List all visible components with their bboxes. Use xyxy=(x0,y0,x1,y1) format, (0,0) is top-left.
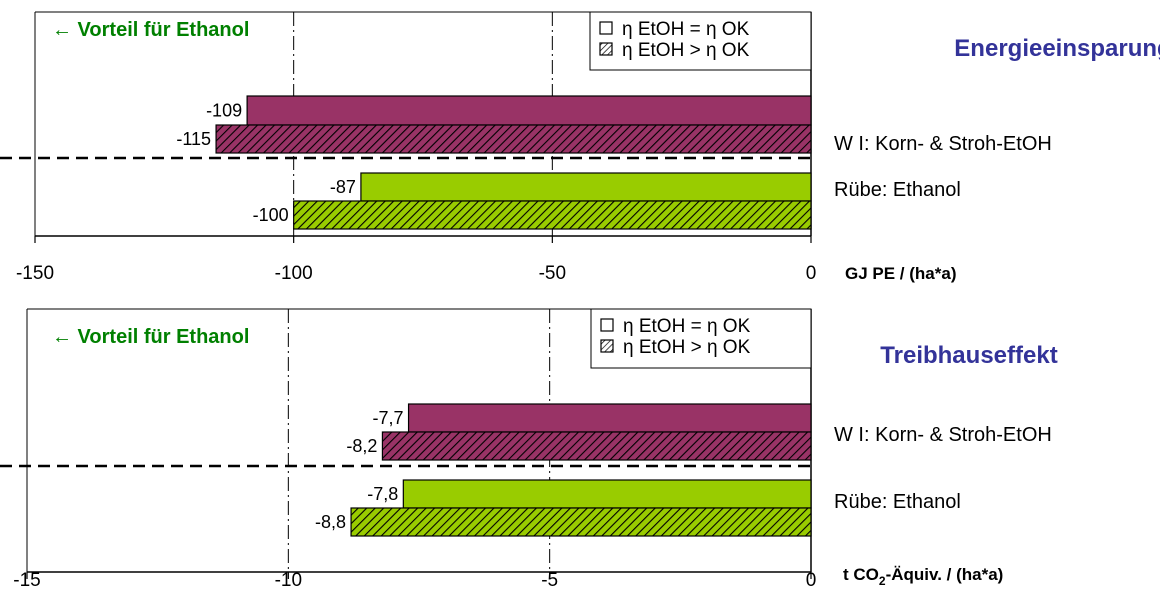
category-label: Rübe: Ethanol xyxy=(834,179,961,201)
bar xyxy=(215,124,812,154)
category-label: W I: Korn- & Stroh-EtOH xyxy=(834,133,1052,155)
data-label-bg xyxy=(369,405,407,431)
data-label: -100 xyxy=(253,205,289,225)
chart-panel-2: -15 -10 -5 0 -7,7 -8,2 W I: Korn- & Stroh-EtOH… xyxy=(0,308,1058,590)
bar xyxy=(293,200,812,230)
bar xyxy=(360,172,812,202)
legend-box xyxy=(589,11,812,71)
x-axis-unit-label: GJ PE / (ha*a) xyxy=(845,264,956,283)
chart-title: Energieeinsparung xyxy=(954,35,1160,62)
legend-swatch-plain xyxy=(600,318,614,332)
bar xyxy=(246,95,812,126)
legend-label-plain: η EtOH = η OK xyxy=(623,316,751,337)
data-label-bg xyxy=(249,202,292,228)
x-tick-label: 0 xyxy=(806,570,817,590)
data-label: -8,8 xyxy=(315,512,346,532)
data-label: -87 xyxy=(330,177,356,197)
legend-swatch-hatched xyxy=(599,42,613,56)
data-label: -109 xyxy=(206,101,242,121)
data-label-bg xyxy=(312,509,350,535)
x-tick-label: -10 xyxy=(275,570,302,590)
bar xyxy=(381,431,812,461)
legend-label-hatched: η EtOH > η OK xyxy=(623,337,751,358)
legend-box xyxy=(590,308,812,369)
data-label: -8,2 xyxy=(346,436,377,456)
x-tick-label: -15 xyxy=(13,570,40,590)
x-tick-label: 0 xyxy=(806,263,817,284)
data-label-bg xyxy=(343,433,381,459)
category-label: W I: Korn- & Stroh-EtOH xyxy=(834,424,1052,446)
data-label: -115 xyxy=(176,129,211,149)
bar xyxy=(402,479,812,509)
x-axis-unit-label: t CO2-Äquiv. / (ha*a) xyxy=(843,565,1003,588)
chart-title: Treibhauseffekt xyxy=(880,342,1057,369)
data-label-bg xyxy=(173,126,215,152)
chart-panel-1: -150 -100 -50 0 -109 -115 W I: Korn- & Stroh-E… xyxy=(0,11,1160,284)
legend-label-hatched: η EtOH > η OK xyxy=(622,40,750,61)
x-tick-label: -150 xyxy=(16,263,54,284)
unit-part: t CO xyxy=(843,565,879,584)
legend-label-plain: η EtOH = η OK xyxy=(622,19,750,40)
data-label-bg xyxy=(326,174,359,200)
legend-swatch-hatched xyxy=(600,339,614,353)
category-label: Rübe: Ethanol xyxy=(834,491,961,513)
data-label: -7,7 xyxy=(373,408,404,428)
advantage-annotation: ← Vorteil für Ethanol xyxy=(52,19,249,41)
bar xyxy=(407,403,812,433)
data-label-bg xyxy=(203,97,246,124)
advantage-annotation: ← Vorteil für Ethanol xyxy=(52,326,249,348)
x-tick-label: -50 xyxy=(539,263,566,284)
x-tick-label: -5 xyxy=(541,570,558,590)
unit-part: -Äquiv. / (ha*a) xyxy=(886,565,1004,584)
legend-swatch-plain xyxy=(599,21,613,35)
x-tick-label: -100 xyxy=(275,263,313,284)
unit-subscript: 2 xyxy=(879,574,886,588)
data-label: -7,8 xyxy=(367,484,398,504)
bar xyxy=(350,507,812,537)
data-label-bg xyxy=(364,481,402,507)
